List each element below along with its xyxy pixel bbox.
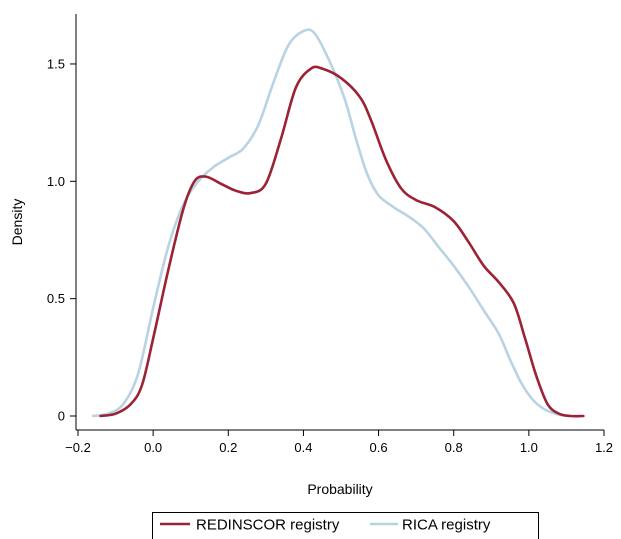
x-tick-label: 0.2 <box>219 440 237 455</box>
y-ticks: 0 0.5 1.0 1.5 <box>47 56 76 424</box>
series-layer <box>91 28 585 418</box>
y-tick-label: 1.5 <box>47 56 65 71</box>
x-ticks: −0.2 0.0 0.2 0.4 0.6 0.8 1.0 1.2 <box>65 430 613 455</box>
y-tick-label: 1.0 <box>47 174 65 189</box>
x-tick-label: 0.6 <box>370 440 388 455</box>
series-line-redinscor-registry <box>99 65 585 418</box>
x-tick-label: 1.2 <box>595 440 613 455</box>
legend-label: RICA registry <box>402 517 491 534</box>
legend: REDINSCOR registry RICA registry <box>152 512 539 539</box>
x-tick-label: 0.8 <box>445 440 463 455</box>
x-axis-title: Probability <box>307 481 372 497</box>
x-tick-label: −0.2 <box>65 440 91 455</box>
legend-label: REDINSCOR registry <box>196 517 340 534</box>
axes <box>75 14 604 431</box>
legend-box <box>152 512 539 539</box>
series-line-rica-registry <box>91 28 568 418</box>
y-axis-title: Density <box>9 199 25 246</box>
x-tick-label: 0.0 <box>144 440 162 455</box>
x-tick-label: 0.4 <box>294 440 312 455</box>
y-tick-label: 0 <box>58 409 65 424</box>
y-tick-label: 0.5 <box>47 291 65 306</box>
x-tick-label: 1.0 <box>520 440 538 455</box>
